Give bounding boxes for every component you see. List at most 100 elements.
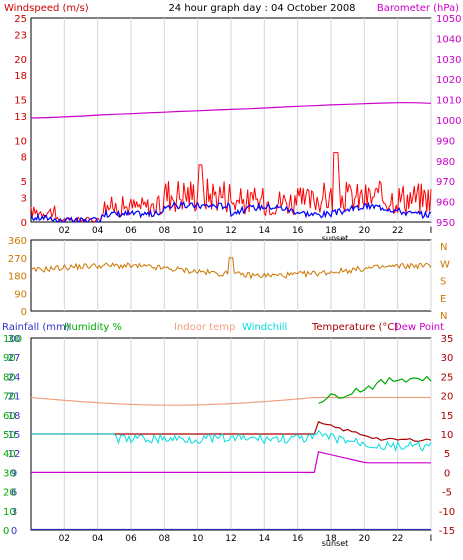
legend-label: Temperature (°C) <box>311 322 398 333</box>
rainfall-tick: 15 <box>8 430 21 441</box>
humidity-tick: 10 <box>3 507 16 518</box>
temperature-tick: 25 <box>441 372 454 383</box>
temperature-tick: 10 <box>441 430 454 441</box>
hour-tick: 02 <box>59 226 70 236</box>
windspeed-tick: 8 <box>21 153 27 164</box>
windspeed-tick: 15 <box>14 96 27 107</box>
legend-label: Humidity % <box>64 322 122 333</box>
hour-tick: 04 <box>92 534 104 544</box>
wind-direction-gridlines <box>63 240 432 311</box>
direction-degree-tick: 270 <box>8 254 27 265</box>
rainfall-tick: 9 <box>11 468 17 479</box>
bottom-x-tick-labels: 02 04 06 08 10 12 14 16 18 20 22 I <box>59 534 433 544</box>
rainfall-tick: 18 <box>8 411 21 422</box>
temperature-tick: -10 <box>439 507 455 518</box>
chart-title: 24 hour graph day : 04 October 2008 <box>168 3 355 14</box>
temperature-tick: 0 <box>444 468 450 479</box>
hour-tick: 20 <box>359 226 371 236</box>
hour-tick: 08 <box>159 534 171 544</box>
barometer-tick: 970 <box>436 177 455 188</box>
wind-baro-series <box>30 102 432 223</box>
hour-tick: 14 <box>259 226 271 236</box>
hour-tick: 06 <box>125 226 137 236</box>
windspeed-tick: 0 <box>21 218 27 229</box>
wind-direction-series <box>30 257 432 280</box>
windspeed-tick: 20 <box>14 55 27 66</box>
hour-tick: 22 <box>392 226 403 236</box>
hour-tick: 16 <box>292 534 304 544</box>
windspeed-tick: 10 <box>14 136 27 147</box>
direction-degree-tick-labels: 360 270 180 90 0 <box>8 236 27 318</box>
hour-tick: 12 <box>225 534 236 544</box>
sunset-label-top: sunset <box>322 234 349 243</box>
temperature-tick: -5 <box>442 488 452 499</box>
hour-tick: 20 <box>359 534 371 544</box>
humidity-tick: 50 <box>3 430 16 441</box>
windspeed-tick: 18 <box>14 71 27 82</box>
direction-compass-tick: S <box>440 277 446 288</box>
dew-point-series-line <box>31 451 431 473</box>
top-x-tick-labels: 02 04 06 08 10 12 14 16 18 20 22 I <box>59 226 433 236</box>
rainfall-tick: 12 <box>8 449 21 460</box>
temperature-tick: -15 <box>439 526 455 537</box>
rainfall-tick: 30 <box>8 334 21 345</box>
hour-tick: I <box>430 534 433 544</box>
windspeed-tick: 3 <box>21 194 27 205</box>
barometer-series-line <box>30 102 432 119</box>
barometer-tick: 990 <box>436 136 455 147</box>
barometer-axis-label: Barometer (hPa) <box>377 3 459 14</box>
temperature-tick: 30 <box>441 353 454 364</box>
legend-label: Dew Point <box>394 322 444 333</box>
wind-direction-series-line <box>30 257 432 280</box>
rainfall-tick: 24 <box>8 372 21 383</box>
hour-tick: 10 <box>192 534 204 544</box>
barometer-tick-labels: 1050 1040 1030 1020 1010 1000 990 980 970 960 950 <box>436 14 461 229</box>
humidity-tick: 80 <box>3 372 16 383</box>
rainfall-tick: 27 <box>8 353 21 364</box>
hour-tick: 04 <box>92 226 104 236</box>
windspeed-axis-label: Windspeed (m/s) <box>4 3 89 14</box>
humidity-tick: 40 <box>3 449 16 460</box>
bottom-legend: Rainfall (mm)Humidity % Indoor temp Windch… <box>2 322 444 333</box>
rainfall-tick: 21 <box>8 392 21 403</box>
barometer-tick: 1050 <box>436 14 461 25</box>
windchill-series-line <box>31 429 432 453</box>
direction-degree-tick: 90 <box>14 289 27 300</box>
hour-tick: 18 <box>325 226 337 236</box>
direction-compass-tick: N <box>440 311 447 322</box>
barometer-tick: 1030 <box>436 55 461 66</box>
temperature-tick-labels: 35 30 25 20 15 10 5 0 -5 -10 -15 <box>439 334 455 537</box>
windspeed-tick-labels: 25 23 20 18 15 13 10 8 5 3 0 <box>14 14 27 229</box>
temperature-tick: 5 <box>444 449 450 460</box>
hour-tick: I <box>430 226 433 236</box>
humidity-tick: 100 <box>3 334 22 345</box>
humidity-tick: 90 <box>3 353 16 364</box>
humidity-tick: 70 <box>3 392 16 403</box>
temp-humidity-series <box>30 375 432 530</box>
hour-tick: 16 <box>292 226 304 236</box>
temperature-tick: 20 <box>441 392 454 403</box>
rainfall-tick: 0 <box>11 526 17 537</box>
humidity-tick: 30 <box>3 468 16 479</box>
hour-tick: 08 <box>159 226 171 236</box>
sunset-label-bottom: sunset <box>322 539 349 548</box>
hour-tick: 22 <box>392 534 403 544</box>
legend-label: Rainfall (mm) <box>2 322 70 333</box>
hour-tick: 10 <box>192 226 204 236</box>
hour-tick: 02 <box>59 534 70 544</box>
direction-compass-tick: E <box>440 294 446 305</box>
humidity-series-line <box>318 375 432 404</box>
windspeed-tick: 5 <box>21 177 27 188</box>
humidity-tick: 20 <box>3 488 16 499</box>
hour-tick: 06 <box>125 534 137 544</box>
barometer-tick: 1010 <box>436 96 461 107</box>
temperature-tick: 35 <box>441 334 454 345</box>
windspeed-tick: 13 <box>14 112 27 123</box>
rainfall-tick: 6 <box>11 488 17 499</box>
windspeed-tick: 25 <box>14 14 27 25</box>
barometer-tick: 960 <box>436 198 455 209</box>
